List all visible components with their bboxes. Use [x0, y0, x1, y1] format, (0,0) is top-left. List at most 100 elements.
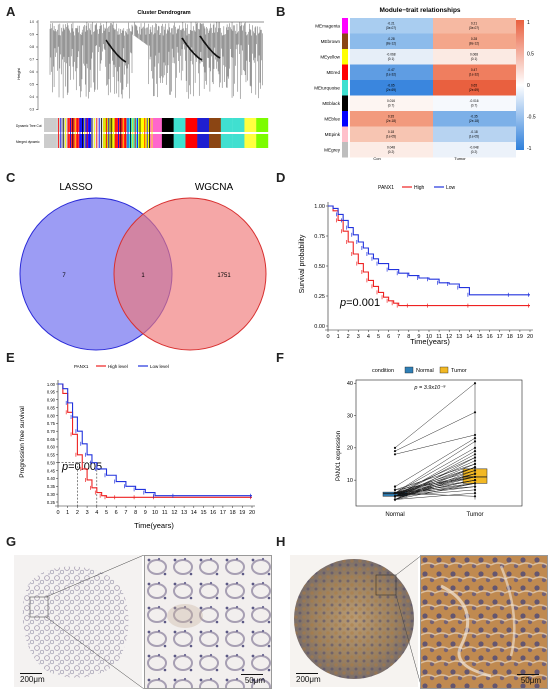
- pair-point-tumor: [473, 466, 477, 469]
- km-pfs-chart: PANX1 High level Low level Progression f…: [19, 364, 255, 530]
- km-xtick: 1: [337, 334, 340, 340]
- module-swatch: [342, 111, 348, 127]
- heatmap-scale-tick: 0: [527, 83, 530, 89]
- module-stripe: [144, 118, 146, 148]
- heatmap-cell-tumor: [433, 64, 516, 80]
- heatmap-cell-tumor: [433, 111, 516, 127]
- module-stripe: [113, 118, 114, 148]
- km-ytick: 0.50: [314, 264, 325, 270]
- module-color-cell: [232, 134, 245, 148]
- module-stripe: [60, 118, 62, 148]
- pair-line: [394, 467, 476, 500]
- heatmap-p-con: (8e-12): [386, 42, 396, 46]
- heatmap-cell-con: [350, 49, 433, 65]
- heatmap-cell-con: [350, 111, 433, 127]
- heatmap-cell-con: [350, 126, 433, 142]
- km-curve-low: [58, 383, 252, 497]
- pair-point-tumor: [473, 472, 477, 475]
- module-stripe: [84, 118, 86, 148]
- module-swatch: [342, 49, 348, 65]
- module-color-cell: [173, 134, 186, 148]
- module-color-cell: [185, 118, 198, 132]
- heatmap-colorscale: [516, 20, 524, 150]
- module-color-cell: [244, 118, 257, 132]
- km-curve-high: [58, 383, 252, 498]
- km-xtick: 16: [210, 510, 216, 516]
- heatmap-p-con: (0.1): [388, 57, 395, 61]
- module-label: MEbrown: [321, 39, 341, 44]
- km-d-legend-low: Low: [446, 185, 456, 191]
- module-label: MEred: [326, 70, 340, 75]
- module-swatch: [342, 18, 348, 34]
- panel-label-a: A: [6, 4, 16, 19]
- heatmap-scale-tick: -0.5: [527, 115, 536, 121]
- km-ytick: 0.90: [47, 398, 56, 403]
- ihc-tumor-zoom: 50μm: [420, 555, 548, 689]
- km-xtick: 9: [144, 510, 147, 516]
- km-e-legend-high: High level: [108, 364, 128, 369]
- module-stripe: [115, 118, 117, 148]
- dendrogram-yticks: 1.0 0.9 0.8 0.7 0.6 0.5 0.4 0.3: [30, 20, 38, 112]
- km-ytick: 1.00: [47, 382, 56, 387]
- dendrogram-ylabel: Height: [16, 67, 21, 79]
- module-stripe: [58, 118, 59, 148]
- venn-diagram: LASSO WGCNA 7 1 1751: [19, 182, 267, 351]
- module-label: MEblack: [322, 101, 340, 106]
- pair-point-tumor: [473, 491, 477, 495]
- module-color-cell: [161, 118, 174, 132]
- km-e-legend-low: Low level: [150, 364, 169, 369]
- pair-line: [394, 476, 476, 494]
- heatmap-scale-ticks: 1 0.5 0 -0.5 -1: [527, 20, 536, 152]
- heatmap-r-tumor: 0.65: [471, 84, 477, 88]
- km-xtick: 8: [407, 334, 410, 340]
- heatmap-p-con: (1e-32): [386, 73, 396, 77]
- dendrogram-ytick: 0.6: [30, 70, 35, 74]
- km-xtick: 4: [95, 510, 98, 516]
- scale-label-h-left: 200μm: [296, 675, 321, 684]
- heatmap-r-con: -0.28: [387, 37, 394, 41]
- box-legend-normal: Normal: [416, 368, 434, 374]
- heatmap-p-tumor: (2e-18): [469, 119, 479, 123]
- pair-point-tumor: [473, 462, 477, 466]
- panel-label-g: G: [6, 534, 17, 549]
- heatmap-r-con: 0.18: [388, 130, 394, 134]
- scale-label-g-left: 200μm: [20, 675, 45, 684]
- km-ytick: 0.40: [47, 476, 56, 481]
- module-color-cell: [138, 118, 151, 132]
- km-xtick: 1: [66, 510, 69, 516]
- pair-line: [394, 441, 476, 494]
- km-d-ylabel: Survival probability: [299, 234, 306, 293]
- km-curve-low: [328, 205, 530, 296]
- km-xtick: 10: [426, 334, 432, 340]
- km-xtick: 5: [105, 510, 108, 516]
- module-color-cell: [150, 118, 163, 132]
- heatmap-p-tumor: (0.1): [471, 57, 478, 61]
- dendrogram-ytick: 0.8: [30, 45, 35, 49]
- heatmap-r-tumor: 0.47: [471, 68, 477, 72]
- km-d-xlabel: Time(years): [410, 337, 450, 346]
- module-color-cell: [79, 118, 92, 132]
- heatmap-p-con: (3e-07): [386, 26, 396, 30]
- module-color-bars: [44, 118, 269, 148]
- venn-circle-wgcna: [113, 197, 267, 351]
- km-xtick: 11: [162, 510, 168, 516]
- module-stripe: [139, 118, 141, 148]
- module-stripe: [82, 118, 83, 148]
- pair-point-normal: [393, 491, 397, 495]
- km-d-legend-high: High: [414, 185, 425, 191]
- km-xtick: 0: [56, 510, 59, 516]
- pair-point-tumor: [473, 446, 477, 449]
- heatmap-cell-tumor: [433, 18, 516, 34]
- heatmap-cell-tumor: [433, 126, 516, 142]
- heatmap-p-con: (2e-69): [386, 88, 396, 92]
- module-color-cell: [209, 118, 222, 132]
- km-xtick: 15: [476, 334, 482, 340]
- heatmap-p-tumor: (1e-32): [469, 73, 479, 77]
- row-label-merged: Merged dynamic: [16, 140, 40, 144]
- module-stripe: [151, 118, 153, 148]
- km-xtick: 20: [249, 510, 255, 516]
- pair-point-normal: [393, 485, 397, 488]
- module-stripe: [149, 118, 150, 148]
- box-pvalue: p = 3.9x10⁻⁹: [413, 384, 446, 391]
- heatmap-p-con: (2e-18): [386, 119, 396, 123]
